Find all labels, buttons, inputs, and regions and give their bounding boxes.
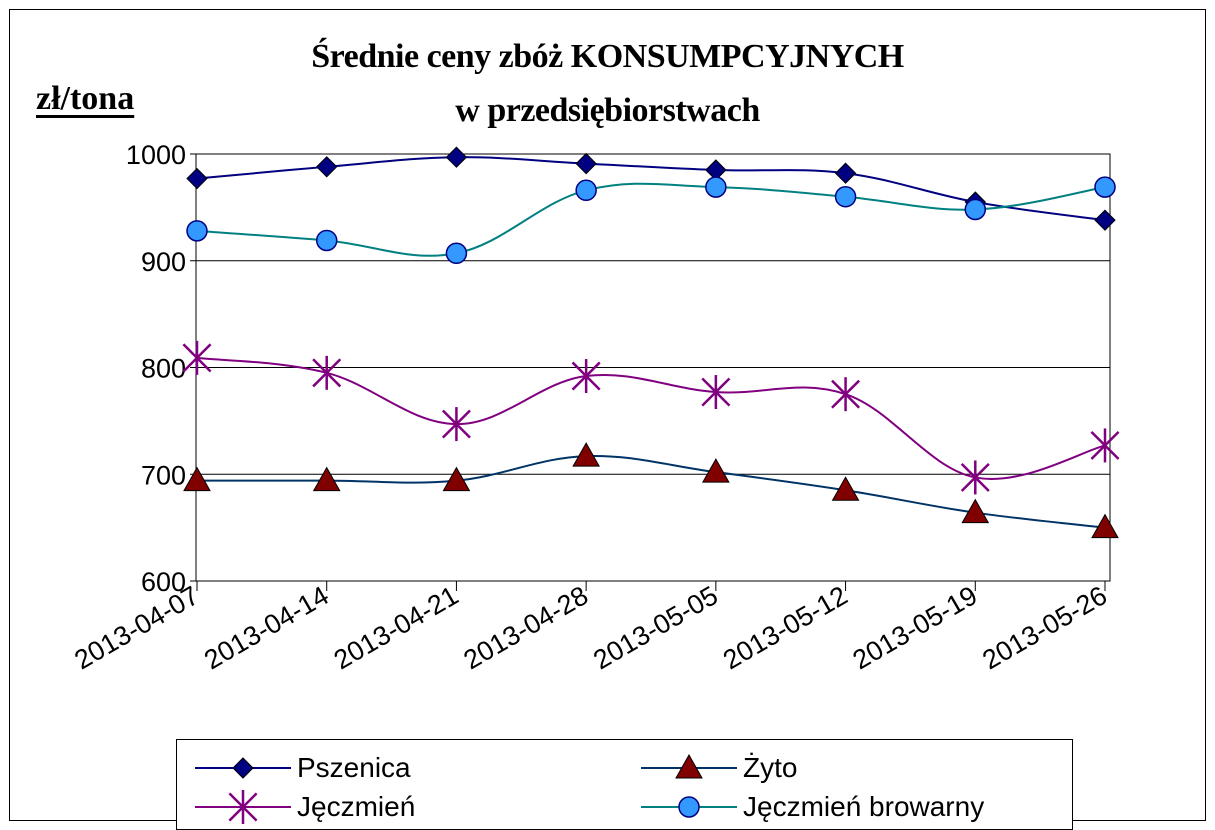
data-point — [960, 460, 990, 495]
chart-title-line-1: Średnie ceny zbóż KONSUMPCYJNYCH — [311, 38, 904, 75]
x-tick-label: 2013-04-28 — [459, 580, 594, 675]
data-point — [445, 146, 468, 168]
data-point — [445, 242, 468, 265]
data-point — [1091, 513, 1119, 539]
data-point — [316, 156, 338, 178]
x-tick-label: 2013-04-21 — [329, 580, 464, 675]
legend-marker — [232, 757, 254, 779]
data-point — [834, 185, 857, 208]
x-tick-label: 2013-05-19 — [848, 580, 983, 675]
x-tick-label: 2013-04-07 — [69, 580, 204, 675]
legend-swatch — [195, 757, 291, 779]
series-line — [196, 156, 1106, 222]
data-point — [312, 466, 341, 492]
series-line — [197, 454, 1106, 529]
legend-label: Pszenica — [297, 752, 411, 783]
y-tick-label: 600 — [141, 567, 186, 597]
data-point — [442, 466, 471, 492]
data-point — [702, 458, 730, 483]
x-tick-label: 2013-05-05 — [588, 580, 723, 675]
data-point — [1090, 428, 1120, 463]
legend-item: Jęczmień browarny — [639, 787, 984, 827]
x-tick-label: 2013-05-12 — [718, 580, 853, 675]
legend-label: Jęczmień browarny — [743, 791, 985, 822]
y-tick-label: 800 — [141, 354, 186, 384]
data-point — [1094, 176, 1116, 198]
legend-swatch — [641, 753, 737, 779]
legend-item: Jęczmień — [193, 787, 415, 827]
legend-swatch — [195, 790, 291, 824]
series-group — [182, 146, 1120, 539]
series-żyto — [183, 442, 1119, 539]
x-tick-label: 2013-04-14 — [199, 580, 334, 675]
series-pszenica — [186, 146, 1116, 231]
y-axis-unit-label: zł/tona — [36, 80, 135, 117]
axes: 600 700 800 900 1000 — [126, 140, 1106, 597]
x-tick-labels: 2013-04-072013-04-142013-04-212013-04-28… — [69, 580, 1112, 675]
data-point — [572, 442, 600, 467]
data-point — [831, 476, 860, 501]
data-point — [312, 355, 342, 390]
data-point — [705, 176, 727, 198]
data-point — [571, 359, 601, 394]
chart-frame — [9, 9, 1206, 821]
data-point — [964, 198, 987, 221]
data-point — [186, 220, 208, 242]
legend-label: Żyto — [743, 752, 798, 783]
data-point — [575, 152, 597, 175]
data-point — [186, 167, 208, 190]
legend: Pszenica Żyto Jęczmień Jęczmień browarny — [176, 739, 1073, 830]
legend-item: Żyto — [639, 748, 797, 788]
y-tick-label: 900 — [141, 247, 186, 277]
y-tick-label: 1000 — [126, 140, 186, 170]
series-line — [196, 356, 1106, 480]
data-point — [441, 407, 471, 442]
series-jęczmień — [182, 340, 1120, 495]
x-tick-label: 2013-05-26 — [977, 580, 1112, 675]
data-point — [183, 466, 211, 492]
legend-swatch — [641, 796, 737, 818]
legend-marker — [678, 796, 700, 818]
legend-item: Pszenica — [193, 748, 411, 788]
legend-marker — [228, 790, 258, 824]
data-point — [575, 179, 597, 202]
data-point — [315, 229, 338, 252]
data-point — [961, 498, 990, 524]
data-point — [1094, 209, 1116, 231]
data-point — [182, 340, 212, 375]
data-point — [701, 375, 731, 410]
chart-title-line-2: w przedsiębiorstwach — [455, 92, 760, 129]
legend-marker — [675, 753, 703, 779]
series-jęczmień-browarny — [186, 176, 1116, 265]
y-tick-label: 700 — [141, 460, 186, 490]
legend-label: Jęczmień — [297, 791, 416, 822]
series-line — [196, 182, 1106, 257]
data-point — [831, 377, 861, 412]
data-point — [834, 162, 857, 184]
